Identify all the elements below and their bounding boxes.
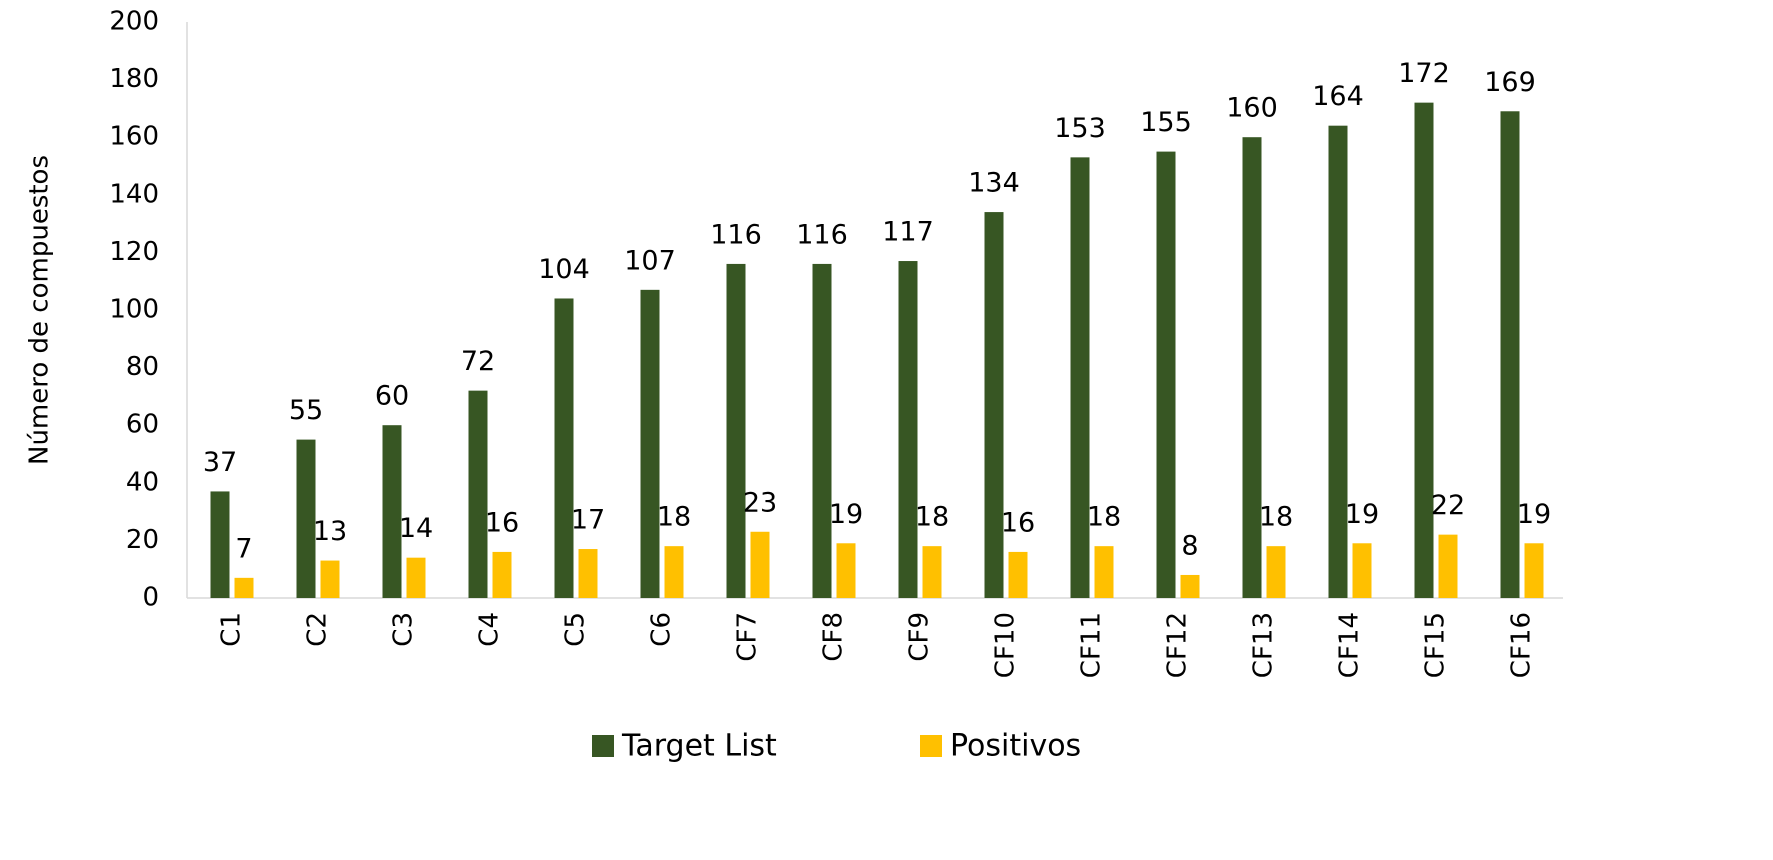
bar — [1414, 102, 1434, 598]
data-label: 13 — [313, 516, 347, 547]
bar — [750, 531, 770, 598]
bar — [922, 546, 942, 598]
bar — [1180, 574, 1200, 598]
legend-label: Target List — [621, 729, 777, 764]
data-label: 7 — [235, 533, 252, 564]
legend-swatch — [920, 735, 942, 757]
bar — [1438, 534, 1458, 598]
bar — [812, 263, 832, 598]
y-tick-label: 60 — [126, 410, 159, 440]
data-label: 17 — [571, 505, 605, 536]
data-label: 23 — [743, 487, 777, 518]
data-label: 19 — [829, 499, 863, 530]
data-label: 172 — [1398, 58, 1450, 89]
x-tick-label: C1 — [217, 612, 247, 647]
bar — [984, 212, 1004, 598]
x-tick-label: CF16 — [1507, 612, 1537, 678]
y-tick-label: 20 — [126, 525, 159, 555]
data-label: 155 — [1140, 107, 1192, 138]
x-tick-label: C5 — [561, 612, 591, 647]
x-tick-label: C6 — [647, 612, 677, 647]
bar — [836, 543, 856, 598]
data-label: 19 — [1517, 499, 1551, 530]
data-label: 22 — [1431, 490, 1465, 521]
data-label: 16 — [485, 507, 519, 538]
y-axis-title: Número de compuestos — [25, 155, 55, 465]
data-label: 153 — [1054, 113, 1106, 144]
x-tick-label: CF12 — [1163, 612, 1193, 678]
bar — [320, 560, 340, 598]
x-tick-label: C2 — [303, 612, 333, 647]
data-label: 72 — [461, 346, 495, 377]
bar — [640, 289, 660, 598]
data-label: 164 — [1312, 81, 1364, 112]
x-tick-label: CF15 — [1421, 612, 1451, 678]
bar — [1094, 546, 1114, 598]
data-label: 18 — [1259, 502, 1293, 533]
data-label: 37 — [203, 447, 237, 478]
y-tick-label: 100 — [109, 295, 159, 325]
bar — [898, 261, 918, 598]
x-tick-label: C3 — [389, 612, 419, 647]
legend-swatch — [592, 735, 614, 757]
data-label: 160 — [1226, 93, 1278, 124]
bar — [1266, 546, 1286, 598]
bar — [1242, 137, 1262, 598]
x-tick-label: CF8 — [819, 612, 849, 662]
data-label: 134 — [968, 168, 1020, 199]
y-tick-label: 160 — [109, 122, 159, 152]
bar — [1008, 551, 1028, 598]
data-label: 104 — [538, 254, 590, 285]
bar — [1352, 543, 1372, 598]
data-label: 116 — [710, 219, 762, 250]
bar — [210, 491, 230, 598]
bar — [1524, 543, 1544, 598]
x-tick-label: CF14 — [1335, 612, 1365, 678]
data-label: 18 — [915, 502, 949, 533]
legend-label: Positivos — [950, 729, 1081, 764]
bar — [1328, 125, 1348, 599]
y-tick-label: 0 — [142, 583, 159, 613]
data-label: 169 — [1484, 67, 1536, 98]
data-label: 19 — [1345, 499, 1379, 530]
bar — [296, 439, 316, 598]
bar — [1500, 111, 1520, 598]
y-tick-label: 140 — [109, 179, 159, 209]
data-label: 55 — [289, 395, 323, 426]
x-tick-label: CF10 — [991, 612, 1021, 678]
bar — [726, 263, 746, 598]
data-label: 18 — [1087, 502, 1121, 533]
x-tick-label: CF11 — [1077, 612, 1107, 678]
x-tick-label: CF7 — [733, 612, 763, 662]
data-label: 116 — [796, 219, 848, 250]
bar — [406, 557, 426, 598]
data-label: 18 — [657, 502, 691, 533]
bar — [1156, 151, 1176, 598]
y-tick-label: 200 — [109, 7, 159, 37]
y-tick-label: 40 — [126, 467, 159, 497]
bar — [468, 390, 488, 598]
bar — [578, 549, 598, 598]
data-label: 8 — [1181, 530, 1198, 561]
data-label: 60 — [375, 381, 409, 412]
data-label: 14 — [399, 513, 433, 544]
x-tick-label: C4 — [475, 612, 505, 647]
y-tick-label: 80 — [126, 352, 159, 382]
x-tick-label: CF13 — [1249, 612, 1279, 678]
bar — [382, 425, 402, 598]
data-label: 107 — [624, 245, 676, 276]
bar — [664, 546, 684, 598]
x-tick-label: CF9 — [905, 612, 935, 662]
data-label: 16 — [1001, 507, 1035, 538]
data-label: 117 — [882, 217, 934, 248]
bar — [554, 298, 574, 598]
bar — [1070, 157, 1090, 599]
bar — [492, 551, 512, 598]
y-tick-label: 180 — [109, 64, 159, 94]
y-tick-label: 120 — [109, 237, 159, 267]
bar — [234, 577, 254, 598]
